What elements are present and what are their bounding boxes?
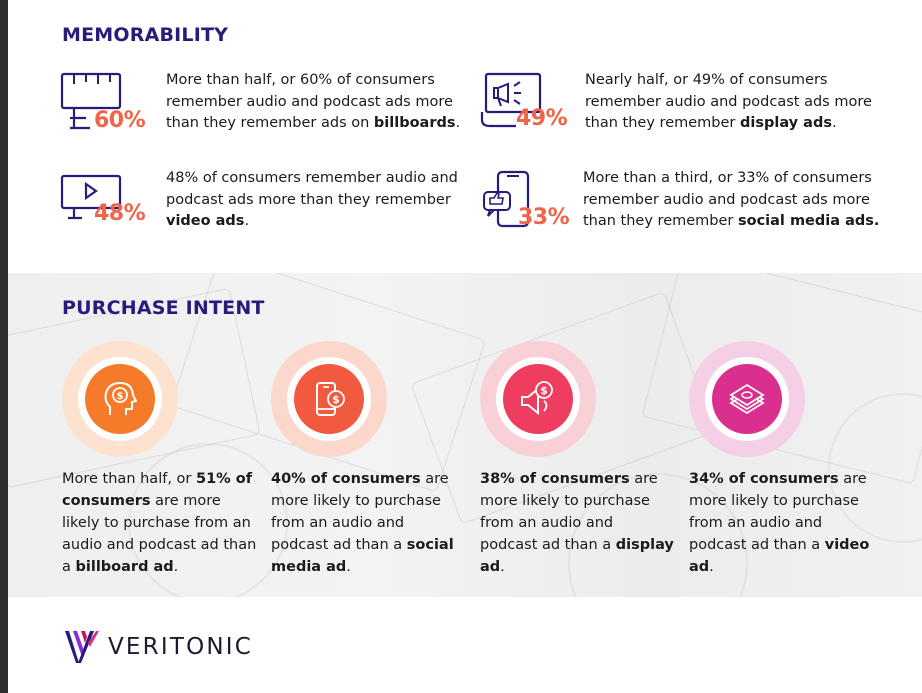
svg-text:$: $ bbox=[332, 393, 340, 406]
stat-percent: 60% bbox=[94, 108, 146, 133]
stat-percent: 49% bbox=[516, 106, 568, 131]
stat-text-bold: video ads bbox=[166, 213, 245, 229]
intent-text-part: are more likely to purchase from an audi… bbox=[480, 471, 658, 553]
intent-text: More than half, or 51% of consumers are … bbox=[62, 468, 257, 578]
head-dollar-icon: $ bbox=[104, 381, 138, 415]
purchase-intent-item-social-media: $ 40% of consumers are more likely to pu… bbox=[271, 341, 466, 581]
speaker-dollar-icon: $ bbox=[521, 381, 553, 416]
purchase-intent-item-video: 34% of consumers are more likely to purc… bbox=[689, 341, 884, 581]
svg-text:$: $ bbox=[117, 391, 124, 402]
intent-text-bold: billboard ad bbox=[75, 559, 174, 575]
stat-percent: 33% bbox=[518, 205, 570, 230]
social-thumbs-up-icon bbox=[483, 170, 530, 228]
intent-text-part: More than half, or bbox=[62, 471, 196, 487]
stat-text-part: Nearly half, or 49% of consumers remembe… bbox=[585, 72, 872, 131]
stat-text-bold: billboards bbox=[373, 115, 456, 131]
money-stack-icon bbox=[729, 383, 765, 415]
intent-text-bold: display ad bbox=[480, 537, 674, 575]
intent-text-part: are more likely to purchase from an audi… bbox=[689, 471, 867, 553]
stat-text-part: . bbox=[831, 115, 837, 131]
billboard-icon bbox=[60, 72, 122, 130]
icon-badge: $ bbox=[503, 364, 573, 434]
stat-text-part: More than half, or 60% of consumers reme… bbox=[166, 72, 453, 131]
stat-text-part: More than a third, or 33% of consumers r… bbox=[583, 170, 872, 229]
intent-text-part: are more likely to purchase from an audi… bbox=[62, 493, 257, 575]
icon-badge: $ bbox=[85, 364, 155, 434]
intent-text: 38% of consumers are more likely to purc… bbox=[480, 468, 675, 578]
stat-text-bold: social media ads. bbox=[737, 213, 880, 229]
stat-text: 48% of consumers remember audio and podc… bbox=[166, 168, 466, 233]
phone-dollar-icon: $ bbox=[316, 382, 345, 416]
dollar-seal-watermark bbox=[128, 443, 288, 597]
svg-text:$: $ bbox=[540, 384, 548, 397]
intent-text-part: . bbox=[709, 559, 714, 575]
purchase-intent-title: PURCHASE INTENT bbox=[62, 297, 265, 319]
display-ad-megaphone-icon bbox=[480, 72, 542, 128]
stat-text-part: . bbox=[455, 115, 461, 131]
stat-text: More than a third, or 33% of consumers r… bbox=[583, 168, 883, 233]
purchase-intent-item-display: $ 38% of consumers are more likely to pu… bbox=[480, 341, 675, 581]
veritonic-v-logo-icon bbox=[65, 631, 99, 663]
video-play-icon bbox=[60, 174, 122, 220]
intent-text-part: are more likely to purchase from an audi… bbox=[271, 471, 449, 553]
intent-text-part: . bbox=[500, 559, 505, 575]
intent-text-part: . bbox=[346, 559, 351, 575]
stat-percent: 48% bbox=[94, 201, 146, 226]
stat-text: More than half, or 60% of consumers reme… bbox=[166, 70, 466, 135]
intent-text-bold: video ad bbox=[689, 537, 870, 575]
left-edge-bar bbox=[0, 0, 8, 693]
purchase-intent-item-billboard: $ More than half, or 51% of consumers ar… bbox=[62, 341, 257, 581]
intent-text-bold: social media ad bbox=[271, 537, 454, 575]
stat-text-bold: display ads bbox=[739, 115, 832, 131]
stat-text: Nearly half, or 49% of consumers remembe… bbox=[585, 70, 885, 135]
intent-text: 34% of consumers are more likely to purc… bbox=[689, 468, 884, 578]
intent-text-bold: 34% of consumers bbox=[689, 471, 839, 487]
icon-badge bbox=[712, 364, 782, 434]
icon-badge: $ bbox=[294, 364, 364, 434]
intent-text: 40% of consumers are more likely to purc… bbox=[271, 468, 466, 578]
stat-text-part: . bbox=[244, 213, 250, 229]
intent-text-part: . bbox=[173, 559, 179, 575]
memorability-title: MEMORABILITY bbox=[62, 24, 229, 46]
intent-text-bold: 51% of consumers bbox=[62, 471, 253, 509]
stat-text-part: 48% of consumers remember audio and podc… bbox=[166, 170, 458, 208]
intent-text-bold: 38% of consumers bbox=[480, 471, 630, 487]
intent-text-bold: 40% of consumers bbox=[271, 471, 421, 487]
brand-wordmark: VERITONIC bbox=[108, 634, 254, 660]
